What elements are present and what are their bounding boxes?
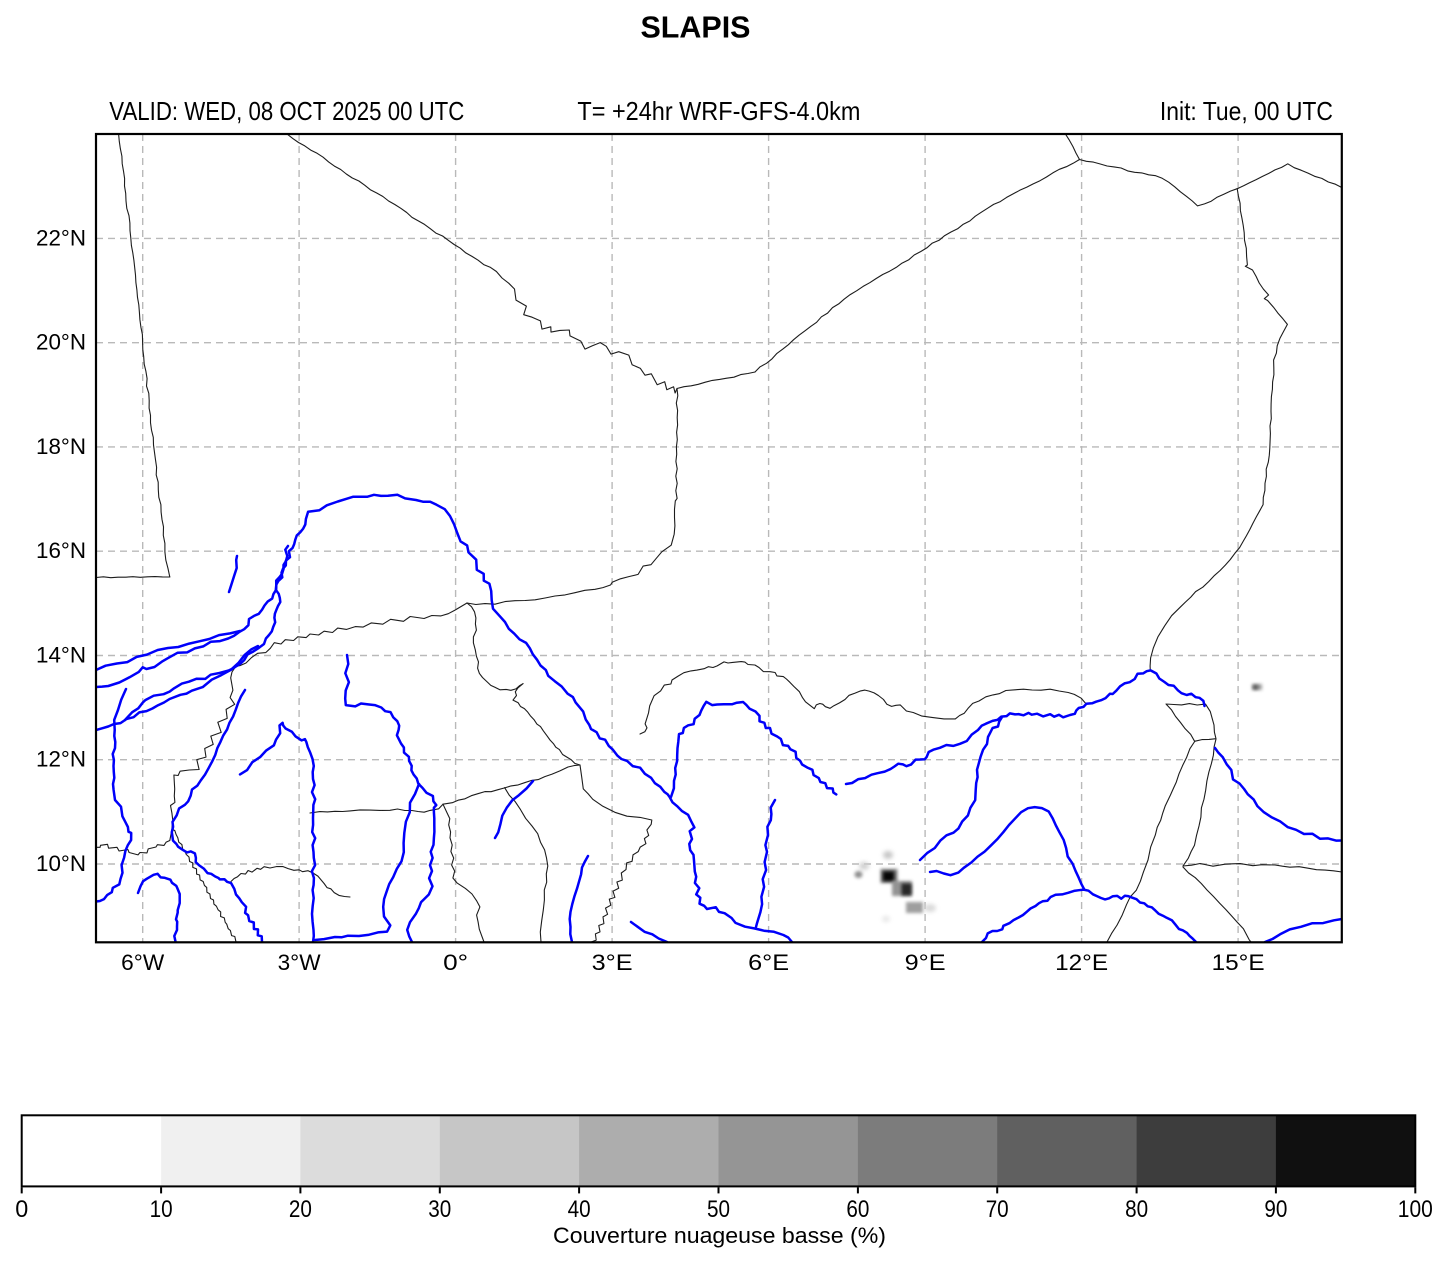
svg-text:6°W: 6°W xyxy=(121,950,164,975)
svg-text:9°E: 9°E xyxy=(905,950,946,975)
svg-text:SLAPIS: SLAPIS xyxy=(641,11,751,45)
svg-text:20: 20 xyxy=(289,1196,312,1223)
svg-text:22°N: 22°N xyxy=(36,225,86,250)
svg-text:60: 60 xyxy=(846,1196,869,1223)
svg-text:100: 100 xyxy=(1398,1196,1433,1223)
svg-text:16°N: 16°N xyxy=(36,538,86,563)
svg-text:3°E: 3°E xyxy=(592,950,633,975)
svg-text:12°E: 12°E xyxy=(1055,950,1108,975)
svg-text:15°E: 15°E xyxy=(1212,950,1265,975)
svg-text:VALID: WED, 08 OCT 2025 00 UTC: VALID: WED, 08 OCT 2025 00 UTC xyxy=(109,96,464,126)
svg-text:20°N: 20°N xyxy=(36,330,86,355)
svg-text:Couverture nuageuse basse (%): Couverture nuageuse basse (%) xyxy=(553,1223,886,1248)
svg-text:18°N: 18°N xyxy=(36,434,86,459)
svg-text:90: 90 xyxy=(1264,1196,1287,1223)
svg-text:T= +24hr WRF-GFS-4.0km: T= +24hr WRF-GFS-4.0km xyxy=(577,96,860,126)
svg-text:10: 10 xyxy=(150,1196,173,1223)
svg-text:70: 70 xyxy=(986,1196,1009,1223)
svg-text:40: 40 xyxy=(568,1196,591,1223)
svg-text:80: 80 xyxy=(1125,1196,1148,1223)
svg-text:30: 30 xyxy=(428,1196,451,1223)
svg-text:3°W: 3°W xyxy=(278,950,321,975)
svg-text:12°N: 12°N xyxy=(36,747,86,772)
svg-text:0: 0 xyxy=(15,1196,28,1223)
svg-text:50: 50 xyxy=(707,1196,730,1223)
svg-text:14°N: 14°N xyxy=(36,642,86,667)
svg-text:10°N: 10°N xyxy=(36,851,86,876)
svg-text:0°: 0° xyxy=(443,950,468,975)
svg-text:6°E: 6°E xyxy=(748,950,789,975)
svg-text:Init: Tue, 00 UTC: Init: Tue, 00 UTC xyxy=(1160,96,1333,126)
